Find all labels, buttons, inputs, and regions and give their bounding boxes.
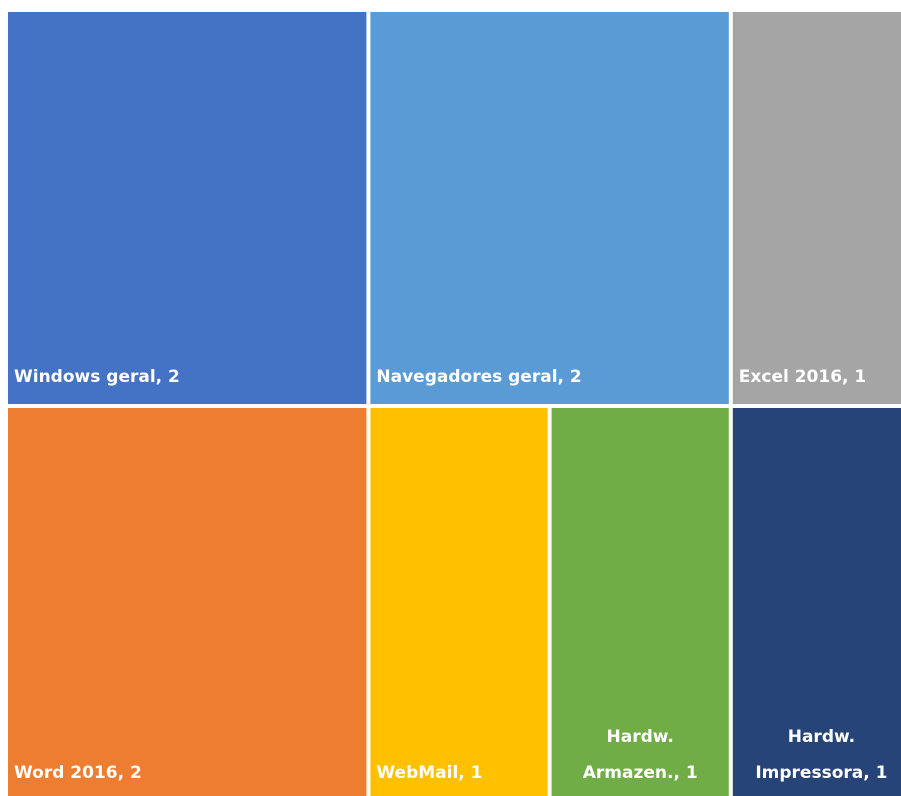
tile-label: Windows geral, 2 <box>14 367 180 387</box>
tile <box>8 408 367 796</box>
tile <box>732 12 901 404</box>
tile-label: Word 2016, 2 <box>14 763 142 783</box>
tile-label: Armazen., 1 <box>583 763 698 783</box>
tile <box>551 408 729 796</box>
tile-label: Navegadores geral, 2 <box>376 367 581 387</box>
tile-label: WebMail, 1 <box>376 763 482 783</box>
tile <box>8 12 367 404</box>
tile <box>370 408 548 796</box>
tile-label: Hardw. <box>607 727 674 747</box>
tile-label: Impressora, 1 <box>755 763 887 783</box>
tile <box>732 408 901 796</box>
tile <box>370 12 729 404</box>
tile-label: Excel 2016, 1 <box>739 367 866 387</box>
tile-label: Hardw. <box>788 727 855 747</box>
